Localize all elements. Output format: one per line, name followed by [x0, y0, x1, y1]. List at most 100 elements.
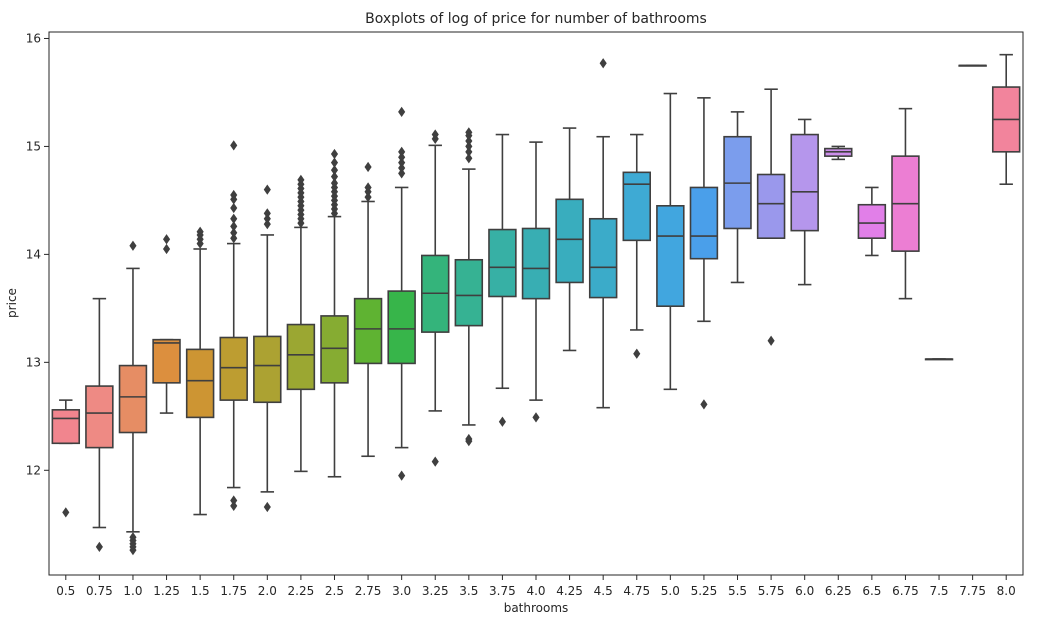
x-tick-label: 5.25 [691, 584, 718, 598]
box-iqr [185, 348, 215, 419]
x-tick-label: 1.0 [123, 584, 142, 598]
x-tick-label: 4.5 [594, 584, 613, 598]
x-tick-label: 6.5 [862, 584, 881, 598]
x-tick-label: 7.5 [929, 584, 948, 598]
outlier-point [263, 219, 271, 230]
outlier-point [129, 545, 137, 556]
outlier-point [263, 213, 271, 224]
x-tick-label: 3.0 [392, 584, 411, 598]
x-tick-label: 5.0 [661, 584, 680, 598]
box-iqr [253, 335, 282, 404]
outlier-point [95, 541, 103, 553]
outlier-point [599, 58, 607, 69]
outlier-point [633, 348, 641, 359]
y-tick-label: 14 [26, 247, 41, 261]
outlier-point [230, 140, 238, 151]
outlier-point [398, 106, 406, 118]
outlier-point [465, 436, 473, 447]
outlier-point [129, 240, 137, 251]
outlier-point [330, 178, 339, 189]
outlier-point [230, 227, 238, 238]
outlier-point [532, 412, 540, 423]
outlier-point [230, 213, 238, 224]
outlier-point [297, 174, 305, 186]
x-tick-label: 6.75 [892, 584, 919, 598]
outlier-point [330, 157, 339, 168]
x-tick-label: 6.25 [825, 584, 852, 598]
plot-frame [48, 31, 1024, 576]
box-iqr [488, 228, 517, 298]
outlier-point [364, 161, 372, 173]
outlier-point [398, 146, 406, 157]
box-iqr [622, 171, 651, 242]
x-tick-label: 3.75 [489, 584, 516, 598]
outlier-point [162, 243, 171, 255]
box-iqr [689, 186, 719, 260]
outlier-point [398, 162, 406, 174]
x-tick-label: 4.25 [556, 584, 583, 598]
outlier-point [364, 192, 372, 203]
outlier-point [196, 226, 204, 237]
box-iqr [555, 198, 584, 284]
x-tick-label: 1.5 [191, 584, 210, 598]
outlier-point [230, 233, 238, 244]
outlier-point [767, 335, 775, 346]
x-tick-label: 4.75 [623, 584, 650, 598]
box-iqr [790, 133, 819, 232]
outlier-point [230, 500, 238, 512]
box-iqr [756, 173, 786, 239]
outlier-point [263, 501, 271, 513]
box-iqr [588, 217, 618, 299]
y-axis-label: price [5, 288, 19, 318]
outlier-point [230, 202, 238, 214]
x-tick-label: 2.5 [325, 584, 344, 598]
x-tick-label: 5.5 [728, 584, 747, 598]
box-iqr [454, 258, 484, 327]
x-tick-label: 0.75 [86, 584, 113, 598]
x-tick-label: 3.5 [459, 584, 478, 598]
box-iqr [656, 205, 685, 307]
box-iqr [353, 297, 383, 365]
box-iqr [152, 338, 181, 384]
outlier-point [431, 456, 439, 467]
box-iqr [118, 364, 148, 434]
x-tick-label: 1.75 [220, 584, 247, 598]
x-axis-label: bathrooms [504, 601, 569, 615]
x-tick-label: 1.25 [153, 584, 180, 598]
outlier-point [330, 171, 339, 182]
outlier-point [465, 127, 473, 138]
box-iqr [857, 203, 887, 239]
box-iqr [51, 409, 81, 445]
box-iqr [320, 315, 349, 384]
x-tick-label: 5.75 [758, 584, 785, 598]
y-tick-label: 16 [26, 31, 41, 45]
y-tick-label: 13 [26, 355, 41, 369]
outlier-point [62, 507, 70, 518]
outlier-point [398, 152, 406, 163]
x-tick-label: 0.5 [56, 584, 75, 598]
box-iqr [387, 290, 416, 365]
outlier-point [398, 157, 406, 168]
outlier-point [465, 146, 473, 157]
outlier-point [465, 153, 473, 164]
box-iqr [219, 336, 248, 401]
box-iqr [85, 385, 114, 449]
outlier-point [498, 416, 506, 427]
box-iqr [521, 227, 551, 300]
outlier-point [398, 470, 406, 481]
x-tick-label: 2.25 [288, 584, 315, 598]
outlier-point [230, 221, 238, 232]
chart-title: Boxplots of log of price for number of b… [365, 11, 707, 27]
x-tick-label: 2.75 [355, 584, 382, 598]
outlier-point [431, 129, 439, 140]
y-tick-label: 12 [26, 463, 41, 477]
outlier-point [398, 168, 406, 179]
x-tick-label: 4.0 [526, 584, 545, 598]
outlier-point [465, 141, 473, 152]
y-tick-label: 15 [26, 139, 41, 153]
outlier-point [230, 189, 238, 201]
outlier-point [162, 234, 171, 245]
plot-area: 12 13 14 15 16 0.5 0.75 1.0 1.25 1.5 1.75 2.0 2.25 2.… [26, 31, 1021, 598]
outlier-point [465, 135, 473, 147]
